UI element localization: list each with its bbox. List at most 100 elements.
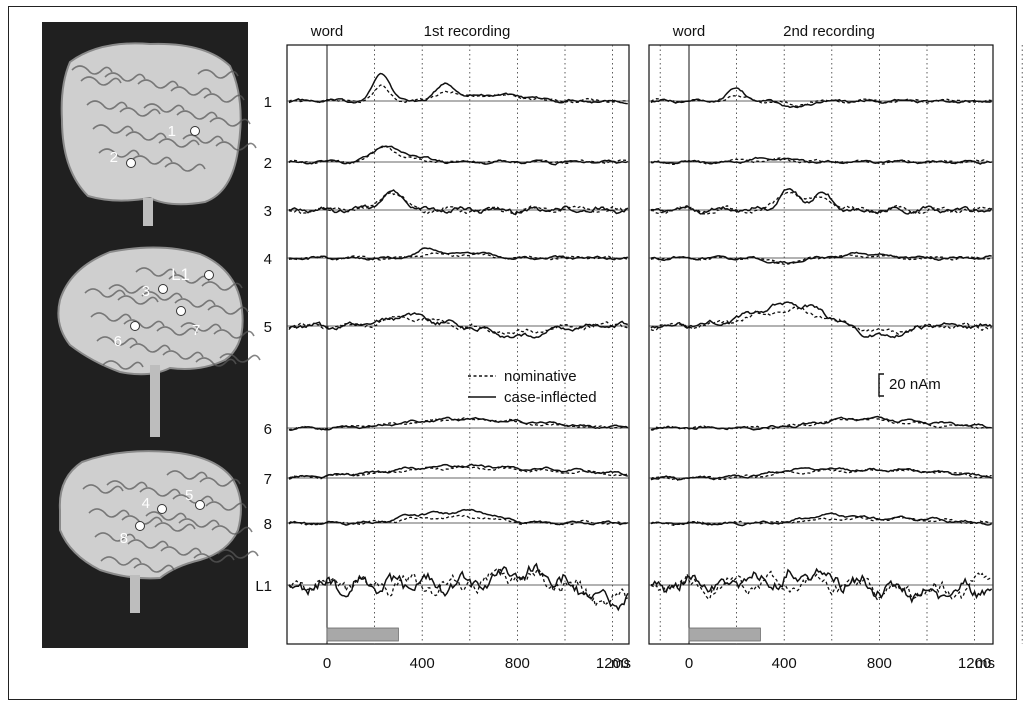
- brain-gyrus: [209, 117, 251, 127]
- source-dot-4: [157, 504, 167, 514]
- brain-gyrus: [205, 501, 247, 511]
- nominative-trace: [288, 252, 628, 261]
- brain-gyrus: [86, 100, 128, 110]
- row-label-5: 5: [264, 319, 272, 336]
- nominative-trace: [288, 514, 628, 526]
- case-inflected-trace: [650, 87, 992, 109]
- x-tick-label: 0: [323, 655, 331, 672]
- source-dot-1: [190, 126, 200, 136]
- x-unit-label: ms: [975, 655, 995, 672]
- panel-border: [648, 44, 994, 645]
- brain-gyrus: [156, 326, 198, 336]
- brain-gyrus: [84, 288, 126, 298]
- brainstem-2: [150, 365, 160, 437]
- panel-title: 2nd recording: [783, 23, 875, 40]
- x-tick-label: 800: [867, 655, 892, 672]
- brain-gyrus: [215, 141, 257, 151]
- brain-gyrus: [100, 556, 142, 566]
- brain-gyrus: [193, 553, 235, 563]
- brain-gyrus: [199, 477, 241, 487]
- nominative-trace: [650, 157, 992, 165]
- x-tick-label: 800: [505, 655, 530, 672]
- case-inflected-trace: [650, 301, 993, 339]
- nominative-trace: [650, 468, 992, 481]
- brain-gyrus: [162, 350, 204, 360]
- case-inflected-trace: [288, 416, 629, 431]
- nominative-trace: [650, 516, 992, 526]
- x-tick-label: 400: [410, 655, 435, 672]
- brainstem-1: [143, 198, 153, 226]
- word-label: word: [672, 23, 706, 40]
- waveform-panel-2: [648, 44, 1023, 645]
- brain-gyrus: [88, 508, 130, 518]
- row-label-3: 3: [264, 203, 272, 220]
- brain-gyrus: [106, 480, 148, 490]
- stimulus-duration-bar: [688, 627, 761, 642]
- brain-gyrus: [94, 532, 136, 542]
- nominative-trace: [288, 315, 629, 335]
- brain-gyrus: [170, 86, 212, 96]
- source-label-8: 8: [120, 530, 128, 547]
- x-tick-label: 1200: [596, 655, 629, 672]
- word-label: word: [310, 23, 344, 40]
- brain-gyrus: [133, 563, 175, 573]
- case-inflected-trace: [288, 189, 629, 216]
- brain-gyrus: [143, 103, 185, 113]
- brain-gyrus: [174, 298, 216, 308]
- brain-gyrus: [154, 522, 196, 532]
- figure-frame: [8, 6, 1017, 700]
- brain-gyrus: [197, 69, 239, 79]
- nominative-trace: [288, 84, 629, 104]
- brain-gyrus: [166, 470, 208, 480]
- case-inflected-trace: [650, 512, 993, 527]
- x-unit-label: ms: [611, 655, 631, 672]
- brain-gyrus: [135, 267, 177, 277]
- brain-gyrus: [207, 305, 249, 315]
- case-inflected-trace: [288, 312, 629, 339]
- panel-title: 1st recording: [424, 23, 511, 40]
- source-dot-5: [195, 500, 205, 510]
- brain-gyrus: [104, 72, 146, 82]
- nominative-trace: [288, 145, 628, 165]
- brain-gyrus: [217, 549, 259, 559]
- source-label-5: 5: [185, 487, 193, 504]
- brain-gyrus: [123, 319, 165, 329]
- source-label-3: 3: [142, 283, 150, 300]
- brain-gyrus: [125, 131, 167, 141]
- brainstem-3: [130, 575, 140, 613]
- source-label-6: 6: [114, 333, 122, 350]
- brain-gyrus: [90, 312, 132, 322]
- brain-gyrus: [96, 336, 138, 346]
- panel-border: [286, 44, 630, 645]
- brain-gyrus: [160, 546, 202, 556]
- row-label-8: 8: [264, 516, 272, 533]
- brain-gyri-texture: [71, 65, 261, 573]
- brain-gyrus: [108, 284, 150, 294]
- brain-gyrus: [71, 65, 113, 75]
- row-label-1: 1: [264, 94, 272, 111]
- nominative-trace: [288, 417, 629, 431]
- x-tick-label: 0: [685, 655, 693, 672]
- nominative-trace: [288, 466, 629, 480]
- brain-gyrus: [178, 518, 220, 528]
- nominative-trace: [650, 254, 992, 265]
- nominative-trace: [650, 95, 992, 107]
- case-inflected-trace: [288, 508, 629, 526]
- case-inflected-trace: [650, 188, 993, 215]
- case-inflected-trace: [288, 463, 629, 480]
- brain-gyrus: [158, 138, 200, 148]
- brain-gyrus: [127, 539, 169, 549]
- case-inflected-trace: [650, 251, 992, 265]
- source-dot-8: [135, 521, 145, 531]
- source-dot-3: [158, 284, 168, 294]
- brain-gyrus: [129, 343, 171, 353]
- brain-gyrus: [141, 291, 183, 301]
- source-label-7: 7: [192, 322, 200, 339]
- case-inflected-trace: [288, 72, 628, 105]
- brain-gyrus: [98, 148, 140, 158]
- row-label-2: 2: [264, 155, 272, 172]
- brain-image-3: [58, 450, 242, 580]
- nominative-trace: [650, 306, 992, 336]
- case-inflected-trace: [650, 567, 993, 604]
